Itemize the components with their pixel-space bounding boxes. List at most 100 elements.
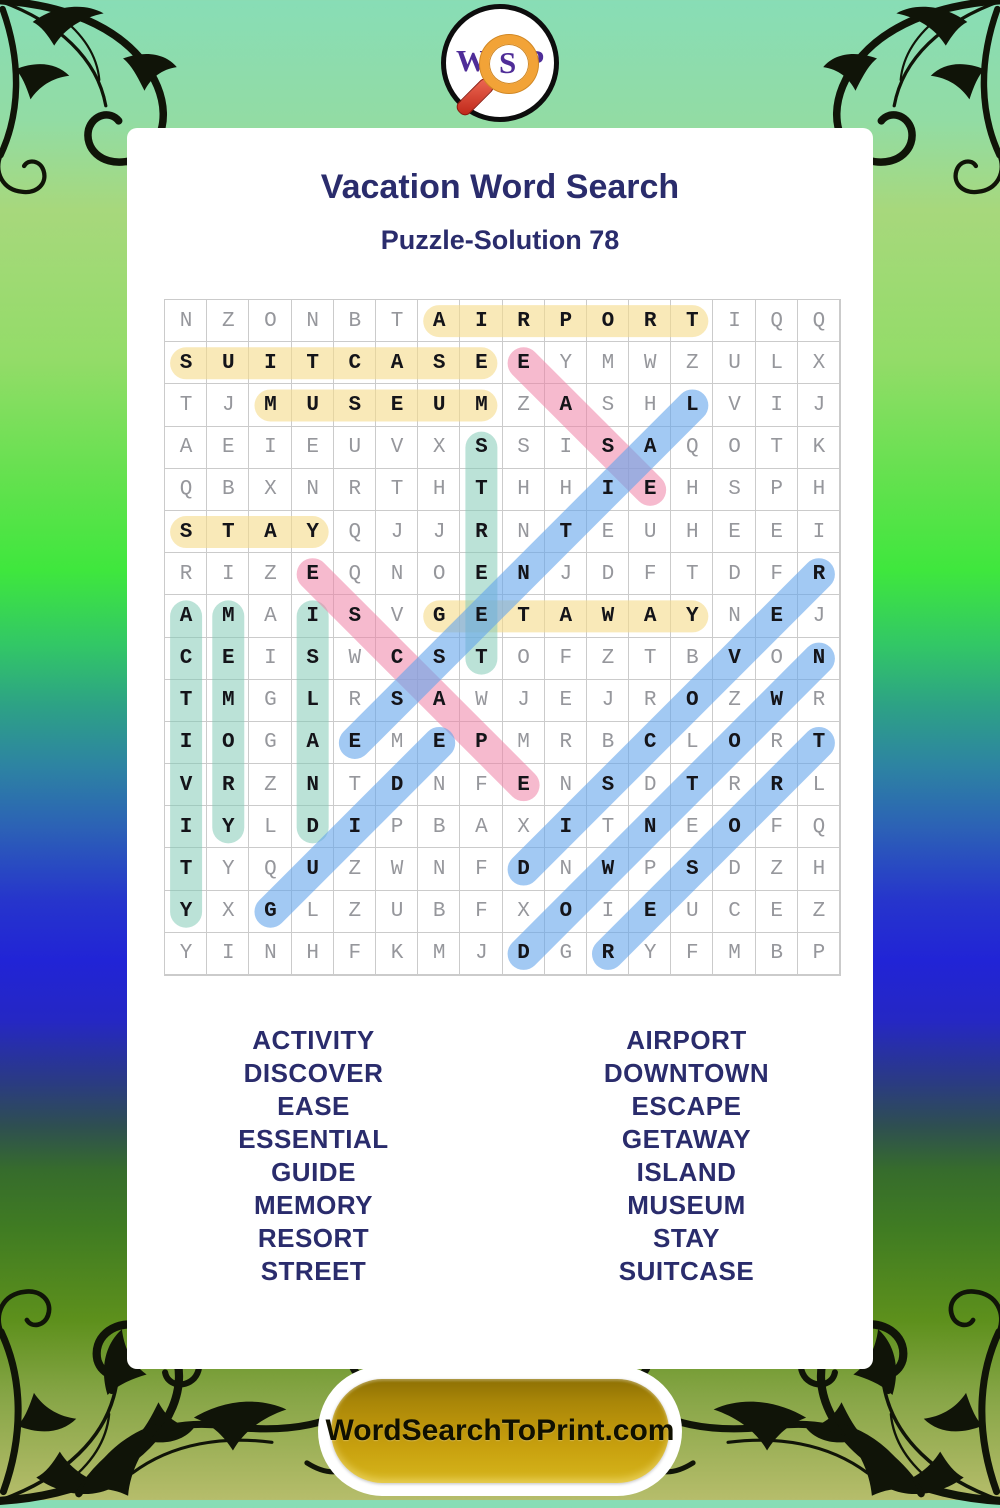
grid-cell: Y (221, 815, 235, 839)
grid-cell: I (728, 309, 741, 333)
grid-cell: N (179, 309, 193, 333)
grid-cell: E (475, 562, 488, 586)
word-list-item: DISCOVER (243, 1058, 384, 1088)
grid-cell: E (390, 393, 404, 417)
grid-cell: T (559, 520, 573, 544)
grid-line-cell (333, 932, 376, 975)
grid-cell: G (559, 942, 573, 966)
grid-line-cell (797, 384, 840, 427)
grid-line-cell (629, 553, 672, 596)
grid-cell: R (601, 942, 615, 966)
grid-line-cell (207, 468, 250, 511)
grid-cell: D (517, 858, 530, 882)
grid-cell: N (559, 773, 573, 797)
grid-line-cell (165, 553, 208, 596)
grid-cell: K (812, 436, 826, 460)
grid-cell: V (179, 773, 193, 797)
grid-cell: B (770, 942, 784, 966)
grid-cell: E (728, 520, 741, 544)
grid-cell: A (432, 309, 446, 333)
grid-line-cell (502, 468, 545, 511)
grid-cell: G (264, 689, 277, 713)
grid-cell: S (601, 393, 615, 417)
grid-cell: S (517, 436, 530, 460)
grid-cell: T (517, 604, 530, 628)
grid-cell: U (348, 436, 362, 460)
grid-line-cell (502, 764, 545, 807)
grid-cell: J (432, 520, 446, 544)
word-list-item: STREET (260, 1256, 367, 1286)
grid-line-cell (713, 342, 756, 385)
grid-cell: Q (348, 520, 362, 544)
grid-line-cell (375, 426, 419, 469)
grid-cell: A (306, 731, 319, 755)
grid-cell: X (517, 900, 530, 924)
grid-cell: N (728, 604, 741, 628)
grid-cell: J (475, 942, 488, 966)
word-list-item: GUIDE (271, 1157, 356, 1187)
grid-cell: I (559, 436, 573, 460)
grid-cell: J (221, 393, 235, 417)
grid-cell: E (770, 604, 784, 628)
grid-cell: I (264, 436, 277, 460)
grid-line-cell (586, 553, 630, 596)
grid-cell: E (475, 604, 488, 628)
grid-cell: T (390, 478, 404, 502)
grid-cell: W (475, 689, 488, 713)
grid-line-cell (165, 890, 208, 933)
grid-line-cell (502, 637, 545, 680)
grid-line-cell (544, 932, 587, 975)
grid-cell: Z (728, 689, 741, 713)
grid-cell: W (390, 858, 404, 882)
grid-cell: H (643, 393, 657, 417)
grid-line-cell (165, 468, 208, 511)
grid-cell: E (348, 731, 362, 755)
grid-cell: Q (348, 562, 362, 586)
grid-cell: Z (517, 393, 530, 417)
grid-cell: T (306, 351, 319, 375)
grid-cell: U (306, 393, 319, 417)
grid-cell: N (306, 309, 319, 333)
grid-cell: E (221, 436, 235, 460)
grid-line-cell (375, 553, 419, 596)
grid-cell: I (264, 351, 277, 375)
grid-line-cell (418, 553, 461, 596)
grid-line-cell (671, 426, 714, 469)
magnifier-ring-icon (480, 35, 538, 93)
grid-line-cell (755, 300, 798, 343)
word-list: ACTIVITY DISCOVER EASE ESSENTIAL GUIDE MEMORY… (127, 1024, 873, 1288)
grid-line-cell (375, 468, 419, 511)
grid-cell: O (432, 562, 446, 586)
logo-letter-s: S (499, 45, 517, 80)
grid-cell: K (390, 942, 404, 966)
grid-cell: R (348, 478, 362, 502)
grid-cell: U (221, 351, 235, 375)
grid-cell: F (348, 942, 362, 966)
grid-cell: S (475, 436, 488, 460)
grid-line-cell (713, 384, 756, 427)
grid-line-cell (713, 553, 756, 596)
word-list-item: DOWNTOWN (603, 1058, 770, 1088)
grid-line-cell (629, 510, 672, 554)
grid-line-cell (544, 679, 587, 722)
grid-line-cell (249, 721, 292, 765)
grid-line-cell (418, 806, 461, 849)
grid-cell: Y (643, 942, 657, 966)
grid-line-cell (333, 510, 376, 554)
grid-cell: S (348, 393, 362, 417)
grid-cell: O (264, 309, 277, 333)
grid-cell: U (432, 393, 446, 417)
grid-line-cell (671, 342, 714, 385)
grid-cell: I (221, 562, 235, 586)
grid-line-cell (671, 468, 714, 511)
website-link-button[interactable]: WordSearchToPrint.com (326, 1379, 674, 1483)
grid-line-cell (586, 679, 630, 722)
grid-cell: V (390, 604, 404, 628)
grid-cell: S (179, 520, 193, 544)
grid-cell: U (728, 351, 741, 375)
grid-cell: T (179, 689, 193, 713)
grid-cell: I (264, 647, 277, 671)
grid-line-cell (797, 300, 840, 343)
grid-cell: O (770, 647, 784, 671)
